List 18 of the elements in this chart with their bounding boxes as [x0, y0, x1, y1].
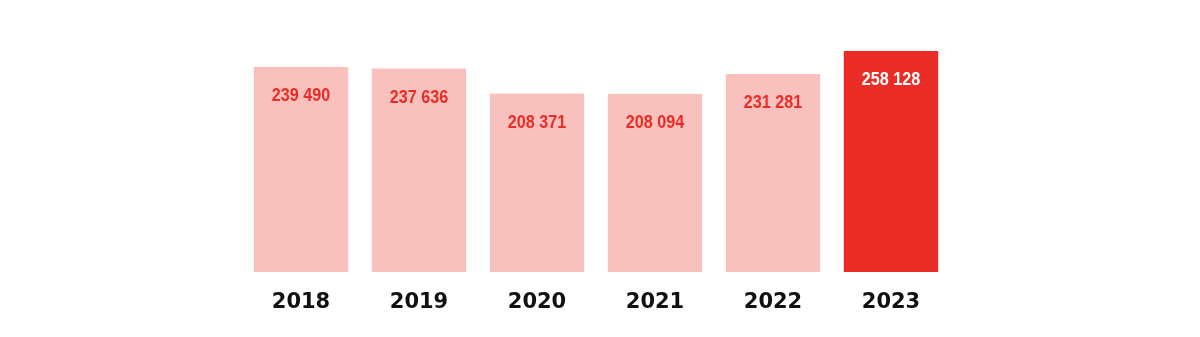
data-label: 231 281 [743, 90, 803, 113]
x-tick-label: 2019 [389, 289, 449, 313]
x-tick-label: 2018 [271, 289, 331, 313]
data-label: 239 490 [271, 83, 331, 106]
bar [725, 73, 821, 272]
data-label: 208 094 [625, 110, 685, 133]
x-tick-label: 2022 [743, 289, 803, 313]
data-label: 237 636 [389, 85, 449, 107]
data-label: 208 371 [507, 110, 567, 132]
bar [607, 93, 703, 272]
bar [489, 93, 585, 272]
x-tick-label: 2023 [861, 289, 921, 313]
bar [253, 66, 349, 272]
x-tick-label: 2020 [507, 289, 567, 313]
data-label: 258 128 [861, 67, 921, 90]
bar [371, 68, 467, 272]
bar [843, 51, 939, 272]
x-tick-label: 2021 [625, 289, 685, 313]
